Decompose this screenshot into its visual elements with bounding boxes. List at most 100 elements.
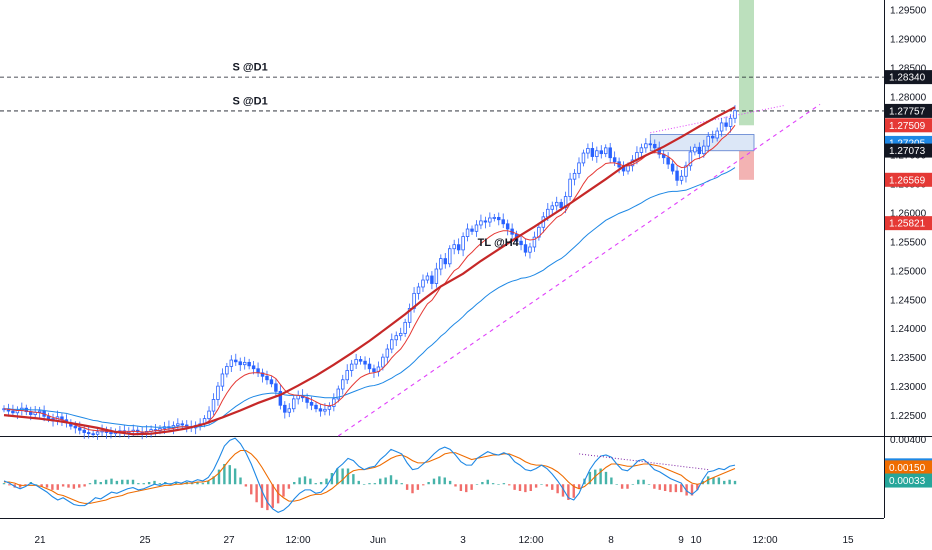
candle-body: [697, 146, 702, 155]
candle-body: [251, 365, 256, 370]
macd-histogram-bar: [78, 484, 81, 488]
macd-histogram-bar: [314, 483, 317, 485]
macd-histogram-bar: [540, 484, 543, 485]
candle-body: [207, 410, 211, 420]
candle-body: [470, 228, 474, 232]
candle-body: [265, 375, 269, 381]
macd-histogram-bar: [137, 483, 140, 485]
macd-histogram-bar: [448, 480, 452, 485]
candle-body: [648, 143, 653, 146]
macd-histogram-bar: [147, 482, 151, 485]
macd-histogram-bar: [599, 468, 602, 485]
price-tag: [885, 143, 932, 158]
candle-body: [78, 427, 82, 431]
candle-body: [461, 236, 465, 251]
price-tag-label: 1.27757: [889, 106, 926, 117]
macd-histogram-bar: [454, 484, 457, 487]
candle-body: [274, 383, 278, 392]
candle-body: [728, 117, 733, 127]
macd-histogram-bar: [104, 479, 108, 485]
candle-body: [483, 220, 488, 223]
macd-histogram-bar: [8, 484, 11, 486]
candle-body: [309, 401, 314, 406]
macd-histogram-bar: [212, 476, 215, 485]
candle-body: [474, 224, 479, 232]
macd-histogram-bar: [400, 483, 403, 485]
candle-body: [434, 268, 439, 284]
price-tag: [885, 70, 932, 85]
macd-histogram-bar: [142, 483, 145, 485]
macd-histogram-bar: [524, 484, 527, 493]
macd-histogram-bar: [330, 473, 334, 485]
macd-divergence-line: [579, 453, 709, 471]
macd-tick-label: 0.00400: [890, 435, 927, 446]
candle-body: [354, 359, 358, 365]
candle-body: [390, 339, 394, 350]
candle-body: [238, 361, 242, 366]
candle-body: [291, 398, 296, 410]
macd-histogram-bar: [508, 484, 511, 486]
candle-body: [421, 279, 425, 288]
candle-body: [448, 248, 452, 265]
macd-histogram-bar: [658, 484, 661, 490]
price-tick-label: 1.23000: [890, 382, 927, 393]
candle-body: [82, 429, 86, 433]
candle-body: [497, 217, 501, 221]
macd-histogram-bar: [572, 484, 575, 498]
time-tick-label: 12:00: [285, 535, 310, 546]
candle-body: [581, 152, 586, 164]
time-tick-label: 8: [608, 535, 614, 546]
candle-body: [675, 170, 679, 181]
candle-body: [572, 172, 577, 180]
candle-body: [216, 385, 220, 400]
candle-body: [91, 433, 95, 436]
time-tick-label: 3: [460, 535, 466, 546]
time-tick-label: 15: [842, 535, 854, 546]
time-tick-label: 12:00: [752, 535, 777, 546]
candle-body: [345, 370, 349, 381]
long-ma-line: [3, 106, 736, 436]
macd-histogram-bar: [83, 484, 86, 487]
macd-histogram-bar: [518, 484, 522, 491]
macd-histogram-bar: [287, 484, 291, 489]
macd-histogram-bar: [298, 477, 301, 485]
price-tick-label: 1.22500: [890, 411, 927, 422]
candle-body: [37, 410, 42, 413]
price-tick-label: 1.23500: [890, 353, 927, 364]
macd-histogram-bar: [24, 484, 27, 486]
macd-histogram-bar: [180, 483, 183, 485]
candle-body: [679, 175, 684, 181]
time-tick-label: 25: [139, 535, 151, 546]
candle-body: [283, 404, 287, 413]
macd-histogram-bar: [379, 478, 382, 485]
macd-histogram-bar: [325, 478, 328, 485]
macd-histogram-bar: [158, 483, 162, 485]
macd-histogram-bar: [174, 482, 178, 485]
candle-body: [465, 228, 470, 237]
macd-histogram-bar: [131, 479, 135, 485]
candle-body: [416, 286, 421, 294]
macd-histogram-bar: [303, 476, 307, 485]
candle-body: [372, 368, 376, 373]
candle-body: [394, 335, 398, 341]
time-tick-label: 21: [34, 535, 46, 546]
macd-histogram-bar: [368, 483, 371, 485]
candle-body: [73, 425, 78, 429]
macd-histogram-bar: [432, 478, 436, 485]
candle-body: [599, 150, 604, 155]
price-tag-label: 1.25821: [889, 219, 926, 230]
macd-histogram-bar: [88, 483, 92, 485]
macd-histogram-bar: [475, 484, 479, 485]
macd-histogram-bar: [556, 484, 559, 494]
candle-body: [608, 147, 612, 159]
macd-histogram-bar: [690, 484, 694, 496]
uptrend-line: [337, 103, 821, 437]
macd-histogram-bar: [260, 484, 264, 508]
annotation-label: S @D1: [233, 95, 268, 107]
candle-body: [95, 431, 100, 435]
price-tag: [885, 216, 932, 231]
ema-fast-line: [3, 124, 736, 433]
macd-histogram-bar: [637, 479, 640, 485]
macd-histogram-bar: [115, 480, 119, 485]
